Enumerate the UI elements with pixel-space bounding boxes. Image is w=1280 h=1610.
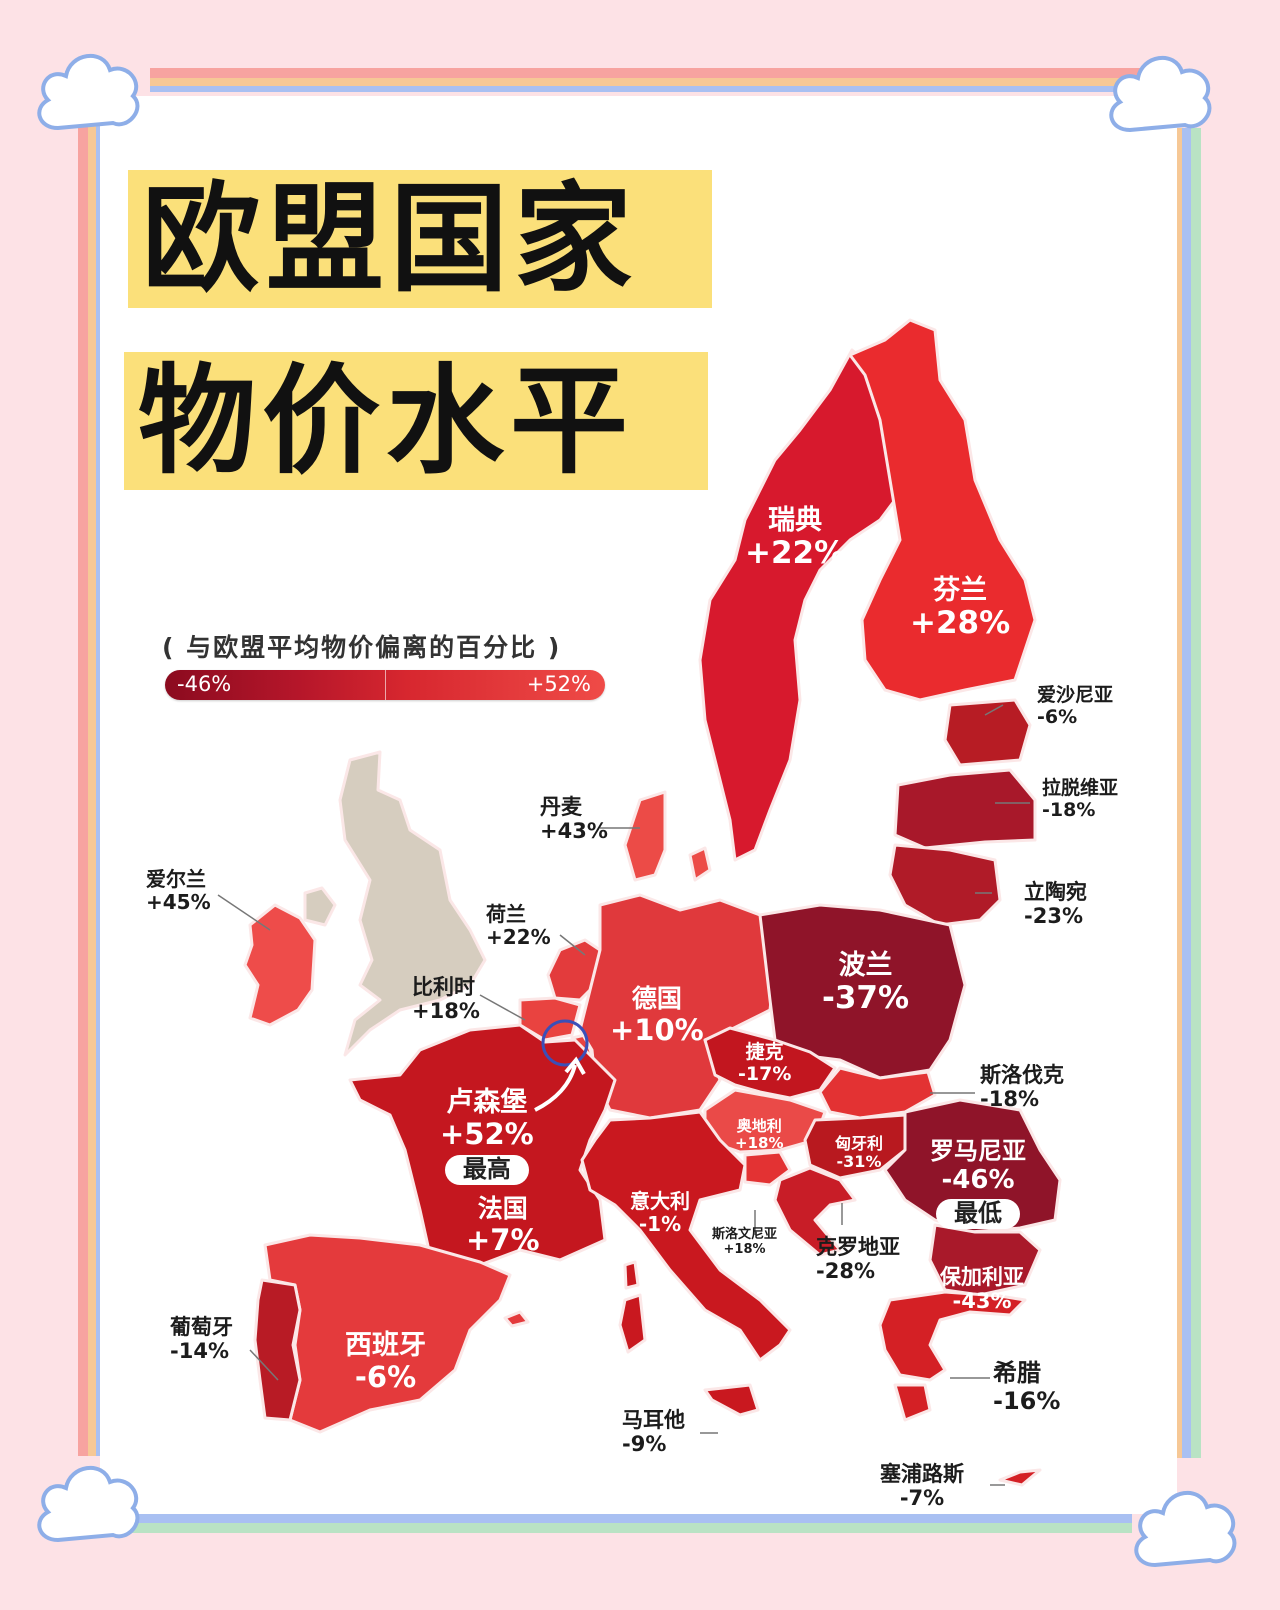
portugal-region (253, 1278, 302, 1422)
lowest-badge: 最低 (936, 1199, 1020, 1230)
corsica-region (623, 1260, 640, 1290)
label-hungary: 匈牙利 -31% (835, 1134, 884, 1172)
label-netherlands: 荷兰 +22% (486, 902, 551, 949)
label-czechia: 捷克 -17% (738, 1041, 792, 1085)
romania-region (883, 1098, 1062, 1234)
latvia-region (893, 768, 1037, 850)
page-title-line1: 欧盟国家 (128, 170, 712, 308)
denmark-region (623, 790, 667, 882)
cloud-icon (37, 1465, 140, 1543)
estonia-region (943, 698, 1032, 767)
legend-caption: ( 与欧盟平均物价偏离的百分比 ) (162, 633, 562, 662)
label-latvia: 拉脱维亚 -18% (1042, 777, 1119, 821)
label-romania: 罗马尼亚 -46% 最低 (930, 1137, 1026, 1230)
page-title-line2: 物价水平 (124, 352, 708, 490)
n-ireland-region (303, 886, 337, 927)
legend-min: -46% (177, 672, 232, 696)
peloponnese-region (893, 1383, 932, 1422)
label-italy: 意大利 -1% (630, 1189, 690, 1236)
cloud-icon (1134, 1490, 1237, 1568)
ireland-region (243, 903, 317, 1027)
label-germany: 德国 +10% (610, 984, 704, 1047)
balearic-region (503, 1310, 530, 1328)
label-lithuania: 立陶宛 -23% (1024, 880, 1087, 929)
cloud-icon (1109, 55, 1212, 133)
legend-color-scale: -46% +52% (165, 670, 605, 700)
zealand-region (688, 846, 712, 882)
hungary-region (803, 1113, 907, 1180)
slovakia-region (818, 1066, 937, 1120)
france-region (348, 1023, 617, 1272)
label-spain: 西班牙 -6% (345, 1330, 426, 1395)
greece-region (878, 1290, 1027, 1382)
sicily-region (703, 1383, 760, 1417)
cloud-icon (37, 53, 140, 131)
luxembourg-highlight-circle (541, 1019, 589, 1067)
label-denmark: 丹麦 +43% (540, 795, 608, 844)
netherlands-region (546, 938, 602, 1002)
lithuania-region (888, 843, 1002, 927)
uk-region (338, 750, 487, 1057)
label-bulgaria: 保加利亚 -43% (940, 1265, 1024, 1314)
label-ireland: 爱尔兰 +45% (146, 867, 211, 914)
sardinia-region (618, 1293, 647, 1354)
label-finland: 芬兰 +28% (910, 575, 1011, 642)
label-austria: 奥地利 +18% (735, 1117, 784, 1153)
label-slovenia: 斯洛文尼亚 +18% (712, 1227, 778, 1257)
italy-region (580, 1110, 792, 1362)
legend-max: +52% (526, 672, 591, 696)
germany-region (578, 893, 777, 1120)
label-malta: 马耳他 -9% (622, 1408, 685, 1457)
label-croatia: 克罗地亚 -28% (816, 1235, 900, 1284)
label-slovakia: 斯洛伐克 -18% (980, 1063, 1064, 1112)
label-estonia: 爱沙尼亚 -6% (1037, 684, 1114, 728)
label-poland: 波兰 -37% (822, 950, 910, 1017)
croatia-region (773, 1166, 857, 1257)
label-france: 法国 +7% (466, 1194, 540, 1257)
bulgaria-region (928, 1223, 1042, 1297)
finland-region (848, 318, 1037, 702)
label-sweden: 瑞典 +22% (745, 505, 846, 572)
luxembourg-arrow-icon (534, 1064, 577, 1112)
label-cyprus: 塞浦路斯 -7% (880, 1462, 964, 1511)
cyprus-region (998, 1468, 1042, 1487)
label-greece: 希腊 -16% (993, 1359, 1061, 1415)
slovenia-region (743, 1150, 792, 1187)
label-luxembourg: 卢森堡 +52% 最高 (440, 1087, 534, 1185)
label-belgium: 比利时 +18% (412, 975, 480, 1024)
sweden-region (698, 348, 897, 862)
highest-badge: 最高 (444, 1155, 529, 1185)
label-portugal: 葡萄牙 -14% (170, 1315, 233, 1364)
